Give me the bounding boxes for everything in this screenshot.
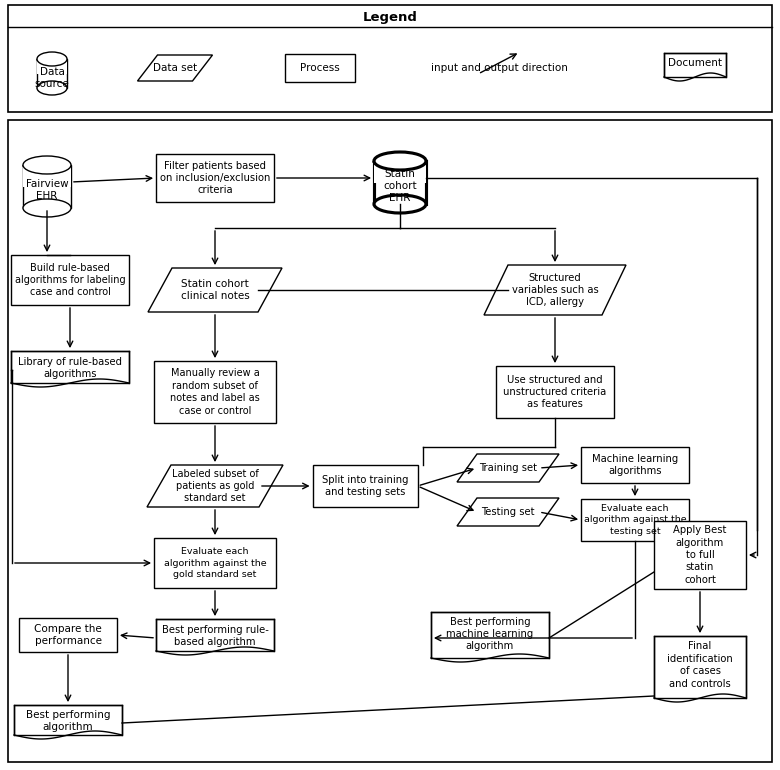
Text: Evaluate each
algorithm against the
testing set: Evaluate each algorithm against the test… (583, 504, 686, 536)
Bar (154, 538, 276, 588)
Bar (313, 465, 417, 507)
Text: Best performing rule-
based algorithm: Best performing rule- based algorithm (161, 624, 268, 648)
Bar (654, 636, 746, 698)
Text: Filter patients based
on inclusion/exclusion
criteria: Filter patients based on inclusion/exclu… (160, 161, 270, 196)
Ellipse shape (23, 156, 71, 174)
Text: Final
identification
of cases
and controls: Final identification of cases and contro… (667, 641, 733, 688)
Bar (374, 161, 426, 204)
Text: Build rule-based
algorithms for labeling
case and control: Build rule-based algorithms for labeling… (15, 263, 126, 297)
Ellipse shape (37, 52, 67, 66)
Bar (37, 59, 67, 88)
Text: Use structured and
unstructured criteria
as features: Use structured and unstructured criteria… (503, 374, 607, 410)
Bar (8, 5, 772, 112)
Text: Library of rule-based
algorithms: Library of rule-based algorithms (18, 357, 122, 379)
Text: Evaluate each
algorithm against the
gold standard set: Evaluate each algorithm against the gold… (164, 547, 266, 578)
Text: Split into training
and testing sets: Split into training and testing sets (321, 475, 408, 497)
Text: Data set: Data set (153, 63, 197, 73)
Bar (654, 521, 746, 589)
Text: Labeled subset of
patients as gold
standard set: Labeled subset of patients as gold stand… (172, 469, 258, 504)
Bar (23, 165, 71, 208)
Text: Statin
cohort
EHR: Statin cohort EHR (383, 169, 417, 203)
Bar (19, 618, 117, 652)
Bar (156, 619, 274, 651)
Ellipse shape (374, 195, 426, 213)
Polygon shape (457, 498, 559, 526)
Ellipse shape (374, 152, 426, 170)
Bar (154, 361, 276, 423)
Text: Best performing
machine learning
algorithm: Best performing machine learning algorit… (446, 617, 534, 651)
Polygon shape (457, 454, 559, 482)
Ellipse shape (23, 199, 71, 217)
Text: Testing set: Testing set (481, 507, 535, 517)
Bar (8, 120, 772, 762)
Text: Document: Document (668, 58, 722, 68)
Ellipse shape (37, 81, 67, 95)
Text: Manually review a
random subset of
notes and label as
case or control: Manually review a random subset of notes… (170, 368, 260, 416)
Text: input and output direction: input and output direction (431, 63, 567, 73)
Text: Structured
variables such as
ICD, allergy: Structured variables such as ICD, allerg… (512, 273, 598, 307)
Bar (431, 612, 549, 658)
Bar (581, 447, 689, 483)
Bar (11, 351, 129, 383)
Bar (23, 165, 71, 186)
Text: Best performing
algorithm: Best performing algorithm (26, 710, 110, 732)
Text: Fairview
EHR: Fairview EHR (26, 179, 69, 201)
Text: Compare the
performance: Compare the performance (34, 624, 102, 646)
Bar (14, 705, 122, 735)
Bar (664, 53, 726, 77)
Text: Training set: Training set (479, 463, 537, 473)
Text: Apply Best
algorithm
to full
statin
cohort: Apply Best algorithm to full statin coho… (673, 525, 727, 584)
Text: Machine learning
algorithms: Machine learning algorithms (592, 454, 678, 476)
Text: Data
source: Data source (34, 67, 69, 89)
Bar (285, 54, 355, 82)
Bar (11, 255, 129, 305)
Bar (156, 154, 274, 202)
Text: Process: Process (300, 63, 340, 73)
Polygon shape (148, 268, 282, 312)
Bar (581, 499, 689, 541)
Polygon shape (137, 55, 212, 81)
Text: Legend: Legend (363, 11, 417, 24)
Text: Statin cohort
clinical notes: Statin cohort clinical notes (181, 279, 250, 301)
Bar (374, 161, 426, 182)
Polygon shape (484, 265, 626, 315)
Polygon shape (147, 465, 283, 507)
Bar (37, 59, 67, 73)
Bar (496, 366, 614, 418)
